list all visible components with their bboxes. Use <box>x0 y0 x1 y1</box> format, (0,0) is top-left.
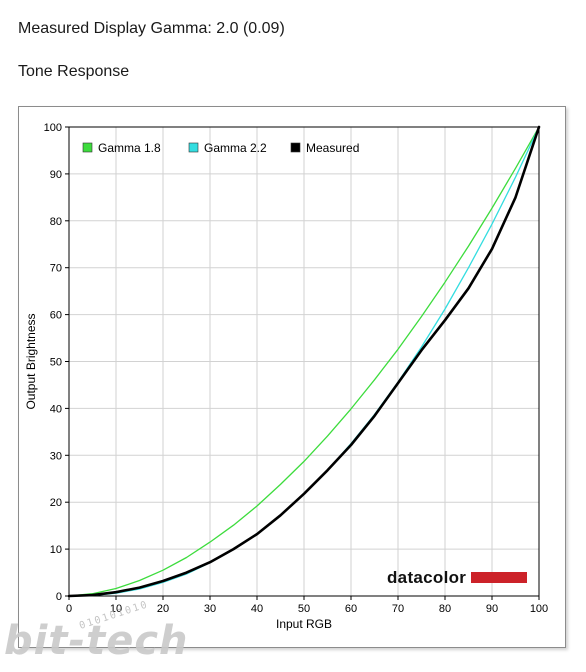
x-tick-label: 80 <box>439 603 451 615</box>
chart-grid <box>69 127 539 596</box>
legend-label: Gamma 1.8 <box>98 141 161 155</box>
tone-response-chart: 0 10 20 30 40 50 60 70 80 90 100 0 10 20 30 40 50 60 70 80 9… <box>24 122 548 631</box>
y-tick-label: 50 <box>50 357 62 369</box>
x-tick-label: 30 <box>204 603 216 615</box>
y-tick-label: 60 <box>50 310 62 322</box>
y-tick-label: 20 <box>50 497 62 509</box>
chart-axes: 0 10 20 30 40 50 60 70 80 90 100 0 10 20 30 40 50 60 70 80 9… <box>24 122 548 631</box>
x-tick-label: 70 <box>392 603 404 615</box>
legend-swatch <box>188 142 199 153</box>
y-tick-label: 30 <box>50 450 62 462</box>
x-tick-label: 0 <box>66 603 72 615</box>
y-tick-label: 70 <box>50 263 62 275</box>
y-tick-label: 40 <box>50 403 62 415</box>
x-tick-label: 20 <box>157 603 169 615</box>
chart-series <box>67 125 541 598</box>
x-tick-label: 90 <box>486 603 498 615</box>
legend-swatch <box>290 142 301 153</box>
x-tick-label: 10 <box>110 603 122 615</box>
y-tick-label: 80 <box>50 216 62 228</box>
datacolor-logo: datacolor <box>387 568 527 587</box>
legend-swatch <box>82 142 93 153</box>
y-tick-label: 0 <box>56 591 62 603</box>
x-axis-label: Input RGB <box>276 617 332 631</box>
series-line-measured <box>67 125 541 598</box>
chart-legend: Gamma 1.8 Gamma 2.2 Measured <box>82 141 359 155</box>
chart-panel: 0 10 20 30 40 50 60 70 80 90 100 0 10 20 30 40 50 60 70 80 9… <box>18 106 566 648</box>
x-tick-label: 60 <box>345 603 357 615</box>
x-tick-label: 50 <box>298 603 310 615</box>
chart-subheading: Tone Response <box>18 63 130 80</box>
y-tick-label: 10 <box>50 544 62 556</box>
legend-label: Measured <box>306 141 359 155</box>
y-tick-label: 100 <box>44 122 62 134</box>
x-tick-label: 100 <box>530 603 548 615</box>
datacolor-logo-bar <box>471 572 527 583</box>
legend-label: Gamma 2.2 <box>204 141 267 155</box>
y-axis-label: Output Brightness <box>24 313 38 409</box>
page-heading: Measured Display Gamma: 2.0 (0.09) <box>18 20 285 37</box>
series-line-gamma-1-8 <box>68 126 540 597</box>
y-tick-label: 90 <box>50 169 62 181</box>
x-tick-label: 40 <box>251 603 263 615</box>
datacolor-logo-text: datacolor <box>387 568 466 587</box>
